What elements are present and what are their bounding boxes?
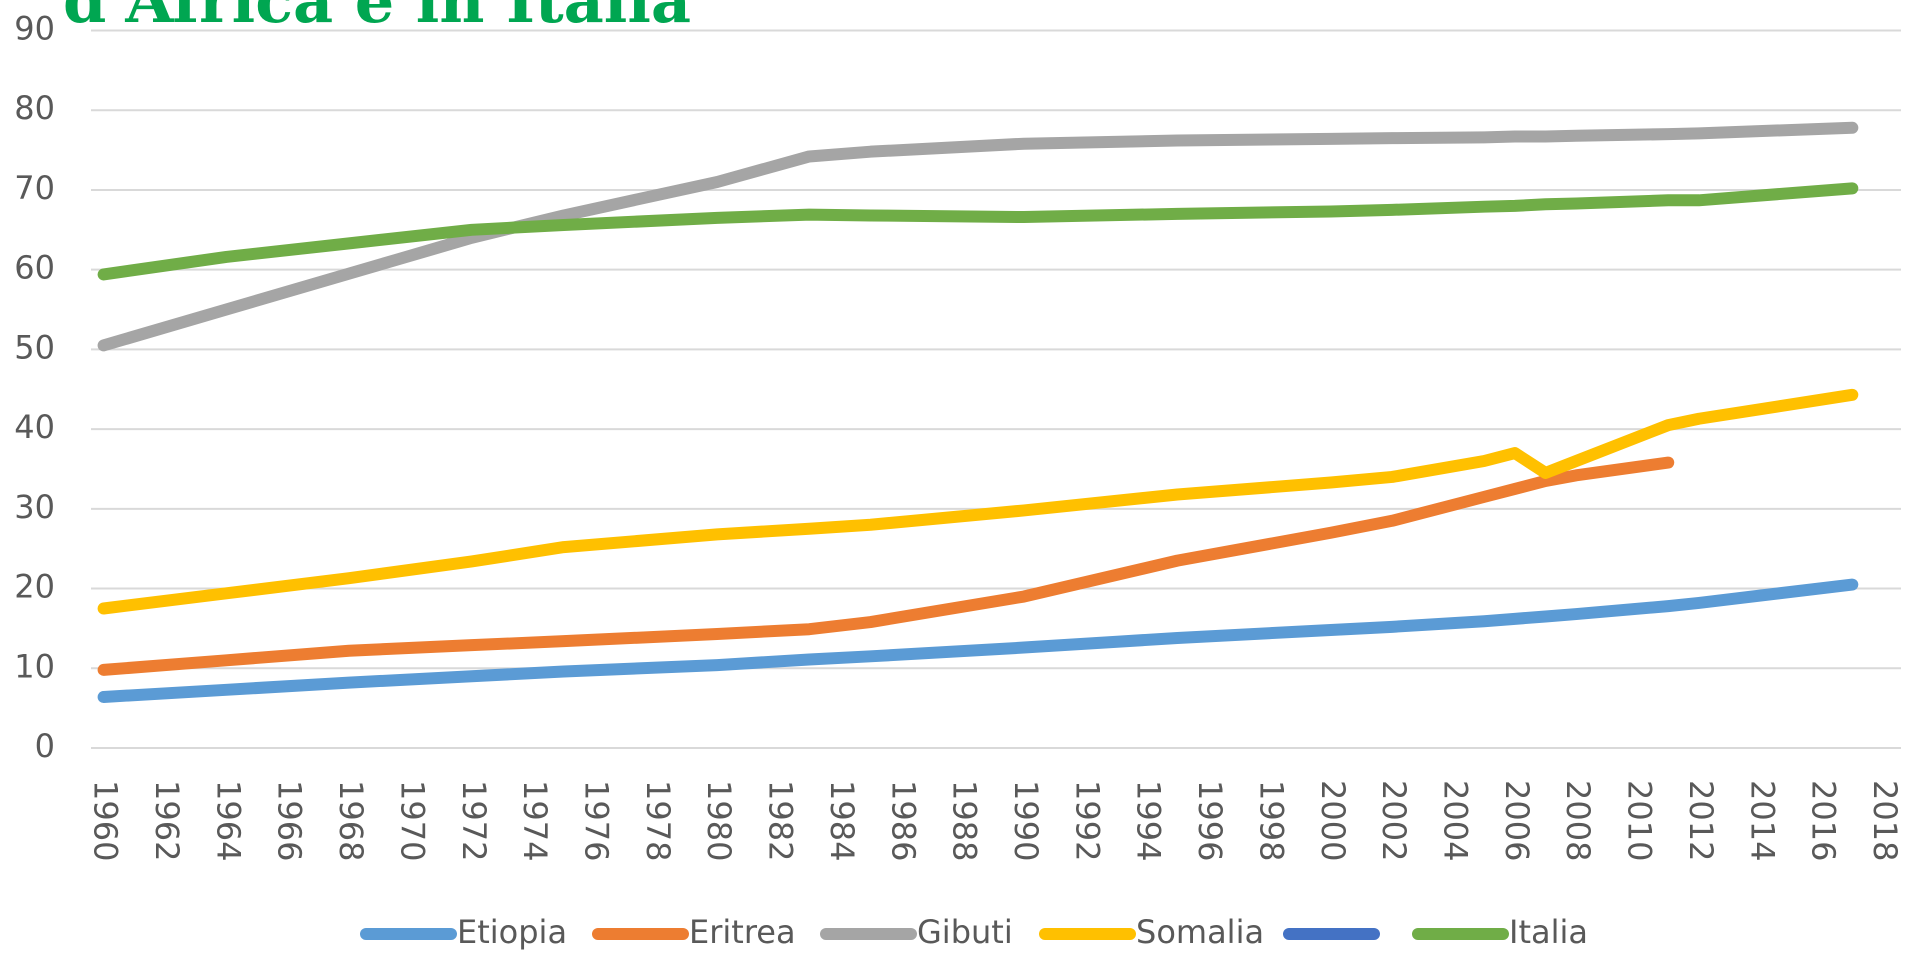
y-tick-label: 30: [14, 488, 55, 526]
x-tick-label: 2010: [1621, 780, 1659, 861]
y-tick-label: 60: [14, 249, 55, 287]
x-tick-label: 1984: [823, 780, 861, 861]
series-line: [97, 388, 1859, 615]
x-tick-label: 1962: [148, 780, 186, 861]
x-tick-label: 2002: [1375, 780, 1413, 861]
x-tick-label: 1960: [87, 780, 125, 861]
x-tick-label: 2016: [1805, 780, 1843, 861]
x-tick-label: 1990: [1007, 780, 1045, 861]
x-tick-label: 1970: [393, 780, 431, 861]
x-tick-label: 2018: [1866, 780, 1904, 861]
series-line: [97, 578, 1859, 703]
x-tick-label: 1976: [577, 780, 615, 861]
y-tick-label: 50: [14, 328, 55, 366]
y-tick-label: 90: [14, 10, 55, 48]
x-tick-label: 2012: [1682, 780, 1720, 861]
x-tick-label: 2004: [1436, 780, 1474, 861]
y-tick-label: 80: [14, 89, 55, 127]
legend-label: Italia: [1509, 913, 1588, 951]
x-tick-label: 1982: [762, 780, 800, 861]
series-line: [97, 121, 1859, 352]
x-tick-label: 1992: [1068, 780, 1106, 861]
x-tick-label: 2006: [1498, 780, 1536, 861]
y-tick-label: 0: [35, 727, 55, 765]
y-tick-label: 70: [14, 169, 55, 207]
x-tick-label: 1994: [1130, 780, 1168, 861]
x-tick-label: 1980: [700, 780, 738, 861]
x-tick-label: 1986: [884, 780, 922, 861]
series-line: [97, 456, 1675, 676]
x-tick-label: 1996: [1191, 780, 1229, 861]
series-line: [97, 182, 1859, 281]
legend-label: Eritrea: [689, 913, 796, 951]
legend-label: Etiopia: [457, 913, 567, 951]
x-tick-label: 1968: [332, 780, 370, 861]
x-tick-label: 2000: [1314, 780, 1352, 861]
x-tick-label: 1966: [271, 780, 309, 861]
legend-label: Gibuti: [917, 913, 1013, 951]
x-tick-label: 1988: [946, 780, 984, 861]
x-tick-label: 2014: [1743, 780, 1781, 861]
x-tick-label: 1974: [516, 780, 554, 861]
x-tick-label: 1964: [209, 780, 247, 861]
x-tick-label: 2008: [1559, 780, 1597, 861]
y-tick-label: 10: [14, 647, 55, 685]
y-tick-label: 20: [14, 568, 55, 606]
x-tick-label: 1972: [455, 780, 493, 861]
y-tick-label: 40: [14, 408, 55, 446]
legend-label: Somalia: [1136, 913, 1264, 951]
x-tick-label: 1978: [639, 780, 677, 861]
x-tick-label: 1998: [1252, 780, 1290, 861]
